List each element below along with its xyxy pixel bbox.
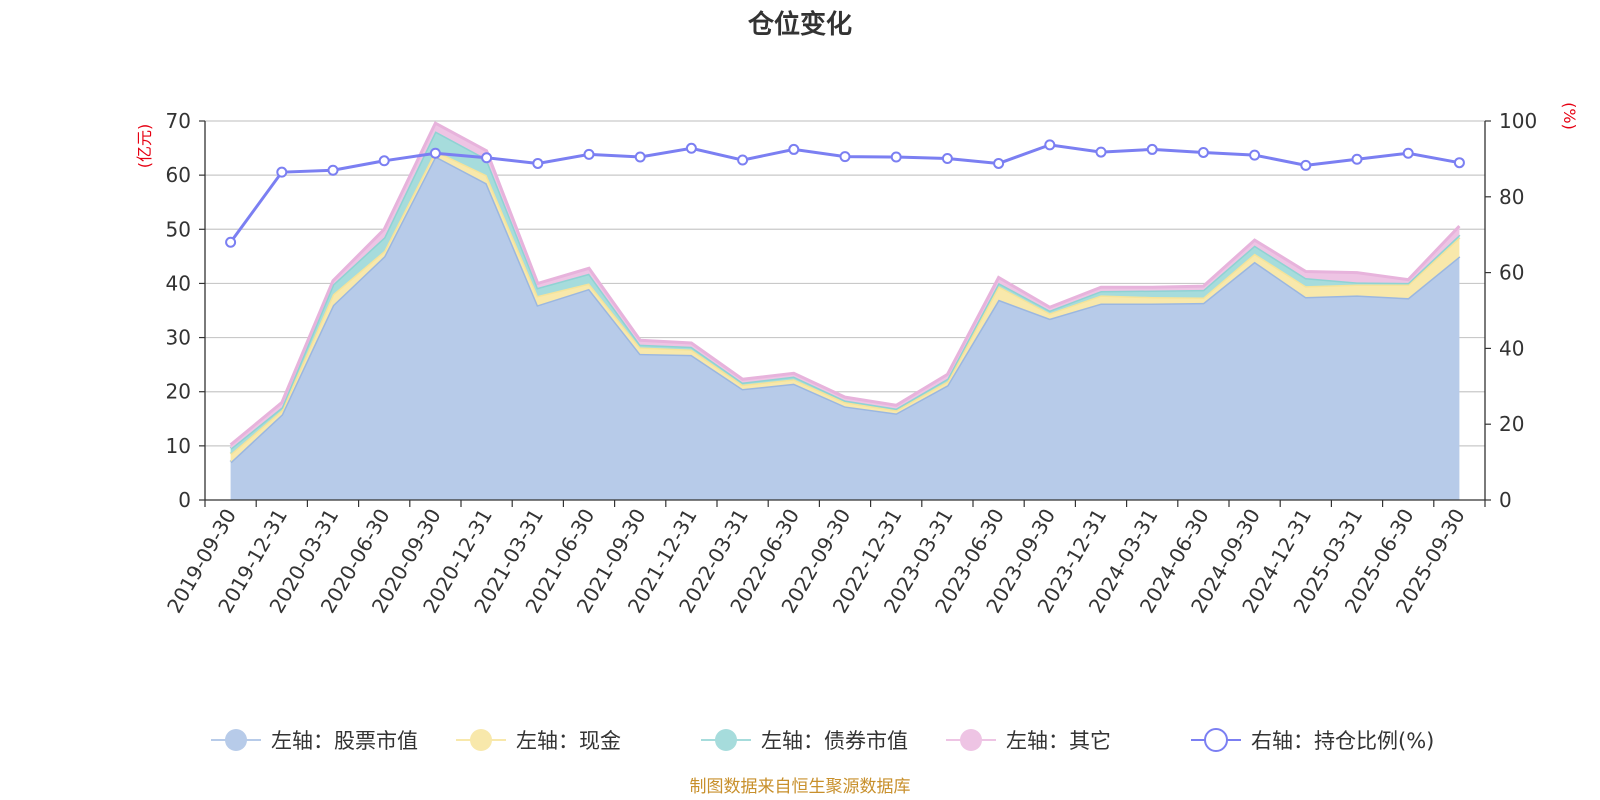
legend-label: 右轴：持仓比例(%) <box>1251 729 1434 753</box>
right-tick-label-100: 100 <box>1499 109 1537 133</box>
left-axis-unit: (亿元) <box>135 124 154 169</box>
left-tick-label-20: 20 <box>166 380 191 404</box>
legend-item-4: 右轴：持仓比例(%) <box>1191 728 1434 753</box>
ratio-point-2024-06-30 <box>1197 146 1209 158</box>
left-tick-label-40: 40 <box>166 271 191 295</box>
ratio-point-2025-06-30 <box>1402 147 1414 159</box>
ratio-point-2019-12-31 <box>276 166 288 178</box>
ratio-point-2021-06-30 <box>583 148 595 160</box>
right-axis-ticks: 0 20 40 60 80 100 <box>1485 109 1537 512</box>
left-tick-label-10: 10 <box>166 434 191 458</box>
ratio-point-2025-03-31 <box>1351 153 1363 165</box>
right-tick-label-60: 60 <box>1499 261 1524 285</box>
ratio-point-2019-09-30 <box>225 236 237 248</box>
legend-item-2: 左轴：债券市值 <box>701 729 908 753</box>
ratio-point-2022-09-30 <box>839 151 851 163</box>
left-tick-label-70: 70 <box>166 109 191 133</box>
area-series-0 <box>230 156 1460 500</box>
left-tick-label-30: 30 <box>166 326 191 350</box>
ratio-point-2021-03-31 <box>532 157 544 169</box>
chart-title: 仓位变化 <box>747 9 852 40</box>
right-tick-label-80: 80 <box>1499 185 1524 209</box>
ratio-point-2024-09-30 <box>1249 149 1261 161</box>
left-tick-label-50: 50 <box>166 217 191 241</box>
legend-marker <box>715 729 737 751</box>
ratio-point-2020-03-31 <box>327 164 339 176</box>
holding-ratio-line <box>225 139 1465 248</box>
ratio-point-2023-06-30 <box>993 157 1005 169</box>
area-edge-series-3 <box>229 121 1461 446</box>
x-axis-ticks: 2019-09-302019-12-312020-03-312020-06-30… <box>162 500 1486 617</box>
right-tick-label-20: 20 <box>1499 412 1524 436</box>
left-axis-ticks: 0 10 20 30 40 50 60 70 <box>166 109 205 512</box>
legend-item-3: 左轴：其它 <box>946 729 1111 753</box>
legend-marker <box>1204 728 1228 752</box>
left-tick-label-0: 0 <box>178 488 191 512</box>
ratio-point-2022-03-31 <box>737 154 749 166</box>
ratio-point-2023-12-31 <box>1095 146 1107 158</box>
ratio-point-2022-12-31 <box>890 151 902 163</box>
stacked-areas <box>229 121 1461 500</box>
legend-marker <box>470 729 492 751</box>
legend-label: 左轴：债券市值 <box>761 729 908 753</box>
axes <box>204 121 1486 501</box>
legend-label: 左轴：其它 <box>1006 729 1111 753</box>
left-tick-label-60: 60 <box>166 163 191 187</box>
right-tick-label-40: 40 <box>1499 336 1524 360</box>
legend: 左轴：股票市值 左轴：现金 左轴：债券市值 左轴：其它 右轴：持仓比例(%) <box>211 728 1434 753</box>
ratio-point-2022-06-30 <box>788 143 800 155</box>
ratio-point-2021-09-30 <box>634 151 646 163</box>
legend-marker <box>225 729 247 751</box>
ratio-point-2021-12-31 <box>685 142 697 154</box>
ratio-point-2020-06-30 <box>378 155 390 167</box>
ratio-point-2023-03-31 <box>941 153 953 165</box>
legend-label: 左轴：股票市值 <box>271 729 418 753</box>
right-tick-label-0: 0 <box>1499 488 1512 512</box>
ratio-point-2025-09-30 <box>1453 157 1465 169</box>
legend-label: 左轴：现金 <box>516 729 621 753</box>
legend-item-1: 左轴：现金 <box>456 729 621 753</box>
legend-item-0: 左轴：股票市值 <box>211 729 418 753</box>
right-axis-unit: (%) <box>1560 102 1579 130</box>
ratio-point-2024-03-31 <box>1146 143 1158 155</box>
ratio-point-2020-12-31 <box>481 152 493 164</box>
data-source-note: 制图数据来自恒生聚源数据库 <box>690 777 911 797</box>
ratio-point-2020-09-30 <box>429 147 441 159</box>
ratio-point-2023-09-30 <box>1044 139 1056 151</box>
ratio-point-2024-12-31 <box>1300 159 1312 171</box>
legend-marker <box>960 729 982 751</box>
